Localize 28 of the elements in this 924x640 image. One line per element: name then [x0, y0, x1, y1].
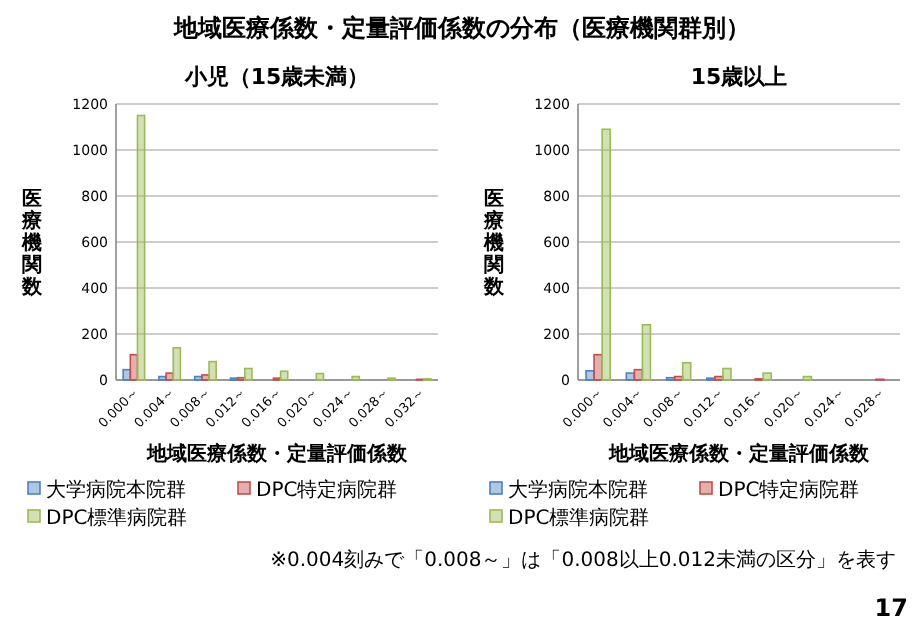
legend-label: DPC特定病院群 — [256, 478, 398, 502]
text: ※0.004刻みで「0.008～」は「0.008以上0.012未満の区分」を表す — [270, 548, 896, 572]
legend-label: DPC標準病院群 — [508, 506, 650, 530]
bar — [762, 372, 772, 381]
bar — [136, 114, 146, 381]
legend-label: DPC特定病院群 — [718, 478, 860, 502]
x-axis-title: 地域医療係数・定量評価係数 — [607, 442, 871, 466]
legend-label: 大学病院本院群 — [508, 478, 648, 502]
legend-label: DPC標準病院群 — [46, 506, 188, 530]
chart-title: 小児（15歳未満） — [182, 64, 370, 90]
chart-title: 15歳以上 — [690, 64, 788, 90]
bar — [722, 367, 732, 381]
bar — [279, 370, 289, 381]
bar — [625, 372, 636, 381]
bar — [208, 360, 217, 381]
bar — [641, 324, 652, 381]
legend-label: 大学病院本院群 — [46, 478, 186, 502]
y-axis-title: 医療機関数 — [482, 187, 506, 299]
y-axis-title: 医療機関数 — [20, 187, 44, 299]
bar — [315, 372, 325, 381]
text: 17 — [874, 594, 908, 622]
x-axis-title: 地域医療係数・定量評価係数 — [145, 442, 409, 466]
bar — [244, 367, 253, 381]
bar — [601, 128, 611, 381]
bar — [681, 361, 692, 381]
text: 地域医療係数・定量評価係数の分布（医療機関群別） — [172, 14, 750, 42]
bar — [122, 368, 132, 381]
bar — [172, 347, 182, 381]
